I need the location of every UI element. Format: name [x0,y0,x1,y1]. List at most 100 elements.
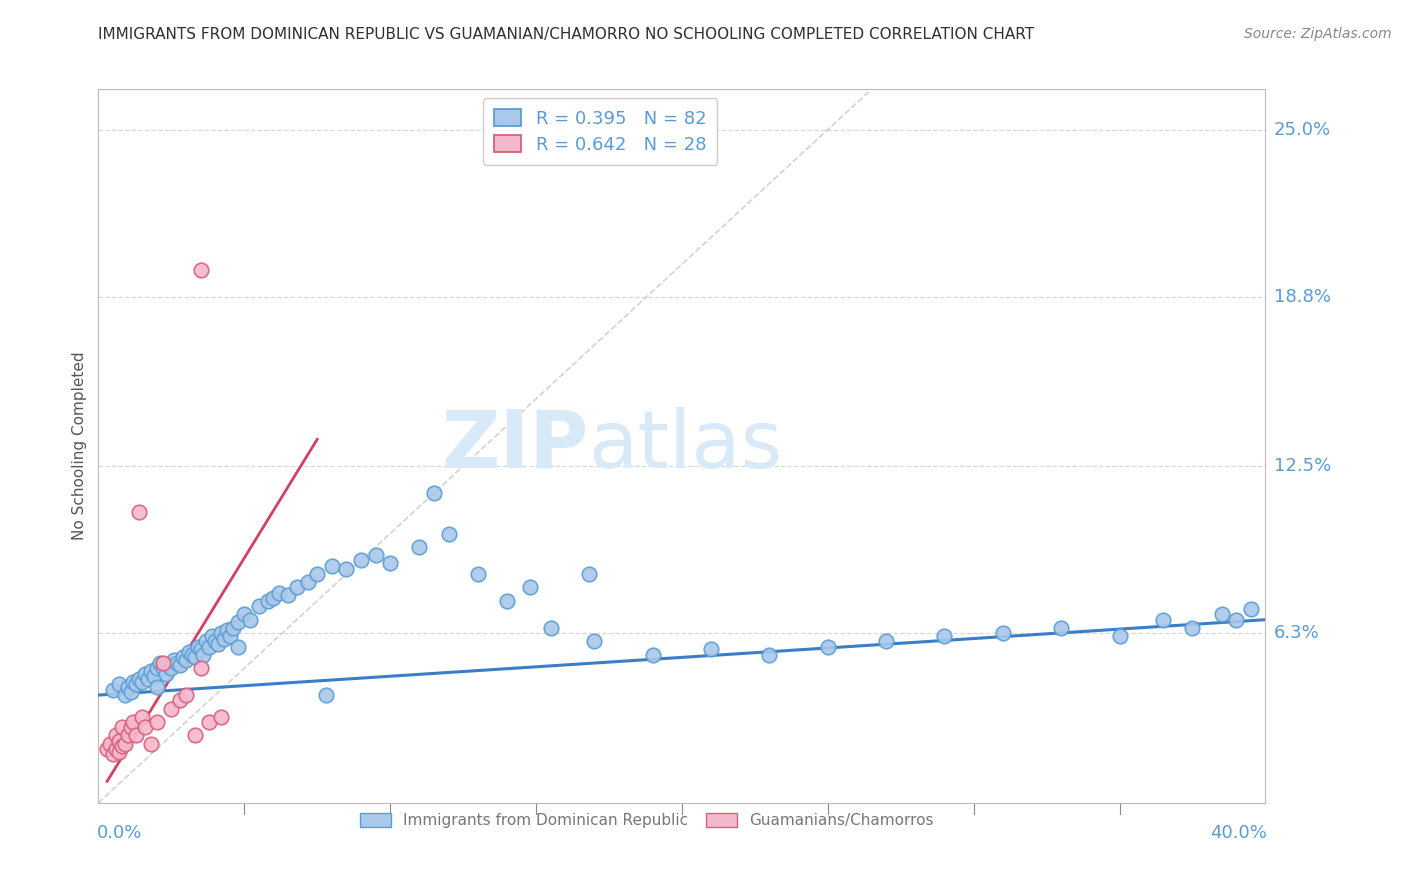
Point [496,594,519,608]
Point [134,720,156,734]
Point [209,709,232,723]
Point [122,674,145,689]
Point [131,674,153,689]
Point [108,677,131,691]
Point [758,648,780,662]
Point [142,669,165,683]
Point [209,626,232,640]
Legend: Immigrants from Dominican Republic, Guamanians/Chamorros: Immigrants from Dominican Republic, Guam… [354,806,939,834]
Point [190,262,212,277]
Point [187,640,209,654]
Point [991,626,1014,640]
Point [131,709,153,723]
Point [152,661,174,675]
Point [239,613,262,627]
Point [98,737,121,751]
Point [160,661,183,675]
Point [519,580,541,594]
Point [1152,613,1174,627]
Text: ZIP: ZIP [441,407,589,485]
Point [423,486,446,500]
Point [1211,607,1233,622]
Point [1050,621,1073,635]
Point [204,634,226,648]
Point [134,666,156,681]
Point [212,632,235,646]
Point [297,574,319,589]
Point [335,561,357,575]
Point [198,714,221,729]
Point [198,640,221,654]
Point [190,661,212,675]
Point [169,658,191,673]
Point [221,621,243,635]
Text: 6.3%: 6.3% [1274,624,1319,642]
Text: 40.0%: 40.0% [1209,824,1267,842]
Text: 18.8%: 18.8% [1274,287,1330,306]
Point [122,714,145,729]
Point [125,729,148,743]
Point [277,589,299,603]
Point [166,656,188,670]
Point [120,720,142,734]
Point [111,720,134,734]
Point [350,553,373,567]
Point [1181,621,1204,635]
Point [128,505,150,519]
Text: IMMIGRANTS FROM DOMINICAN REPUBLIC VS GUAMANIAN/CHAMORRO NO SCHOOLING COMPLETED : IMMIGRANTS FROM DOMINICAN REPUBLIC VS GU… [98,27,1035,42]
Text: Source: ZipAtlas.com: Source: ZipAtlas.com [1244,27,1392,41]
Point [193,648,215,662]
Point [96,742,118,756]
Point [183,650,205,665]
Point [152,656,174,670]
Point [269,586,291,600]
Point [172,650,194,665]
Point [108,745,131,759]
Point [201,629,224,643]
Text: 0.0%: 0.0% [97,824,142,842]
Point [195,634,218,648]
Point [315,688,337,702]
Point [380,556,402,570]
Point [228,615,250,630]
Point [111,739,134,754]
Point [578,566,600,581]
Point [128,672,150,686]
Point [437,526,460,541]
Point [157,658,180,673]
Point [233,607,256,622]
Point [190,642,212,657]
Point [174,653,197,667]
Point [180,648,202,662]
Point [177,645,200,659]
Point [256,594,278,608]
Text: atlas: atlas [589,407,783,485]
Point [262,591,284,606]
Point [108,734,131,748]
Point [104,742,127,756]
Point [1225,613,1247,627]
Point [114,737,136,751]
Point [215,624,238,638]
Point [160,701,183,715]
Point [146,714,169,729]
Point [163,653,186,667]
Point [101,682,124,697]
Point [139,664,162,678]
Point [700,642,723,657]
Point [540,621,562,635]
Point [641,648,664,662]
Point [146,680,169,694]
Point [117,680,139,694]
Point [321,558,343,573]
Point [104,729,127,743]
Y-axis label: No Schooling Completed: No Schooling Completed [72,351,87,541]
Point [285,580,308,594]
Point [408,540,430,554]
Point [364,548,387,562]
Point [247,599,270,614]
Point [228,640,250,654]
Point [149,656,172,670]
Point [875,634,897,648]
Point [136,672,159,686]
